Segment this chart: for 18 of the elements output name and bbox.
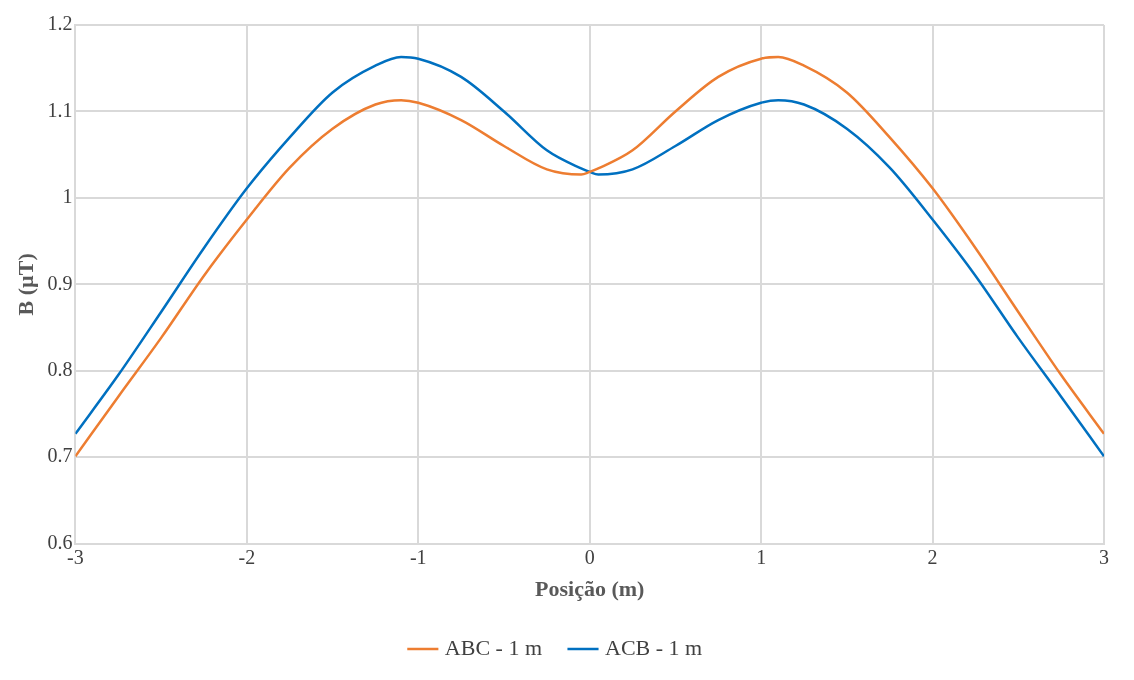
x-tick-label: 2 bbox=[927, 545, 938, 568]
legend-label: ABC - 1 m bbox=[444, 634, 543, 660]
x-tick-label: -1 bbox=[409, 545, 427, 568]
y-tick-label: 1.1 bbox=[47, 98, 73, 121]
y-tick-label: 1.2 bbox=[47, 12, 73, 35]
y-tick-label: 1 bbox=[62, 185, 73, 208]
x-tick-label: 3 bbox=[1099, 545, 1109, 568]
y-tick-label: 0.6 bbox=[47, 530, 73, 553]
x-tick-label: -2 bbox=[238, 545, 256, 568]
y-axis-title: B (µT) bbox=[12, 253, 38, 316]
x-tick-label: 1 bbox=[756, 545, 767, 568]
legend-label: ACB - 1 m bbox=[605, 634, 703, 660]
y-tick-label: 0.7 bbox=[47, 444, 73, 467]
y-tick-label: 0.8 bbox=[47, 357, 73, 380]
line-series bbox=[75, 55, 1104, 458]
x-tick-label: 0 bbox=[584, 545, 595, 568]
y-tick-label: 0.9 bbox=[47, 271, 73, 294]
x-axis-title: Posição (m) bbox=[535, 576, 645, 602]
